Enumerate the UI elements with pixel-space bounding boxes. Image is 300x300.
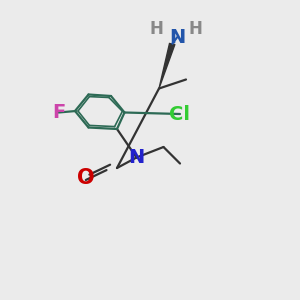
Text: N: N xyxy=(128,148,145,167)
Text: O: O xyxy=(77,169,94,188)
Text: F: F xyxy=(52,103,65,122)
Text: Cl: Cl xyxy=(169,104,190,124)
Text: N: N xyxy=(169,28,185,47)
Text: H: H xyxy=(188,20,202,38)
Polygon shape xyxy=(159,44,175,88)
Text: H: H xyxy=(149,20,163,38)
